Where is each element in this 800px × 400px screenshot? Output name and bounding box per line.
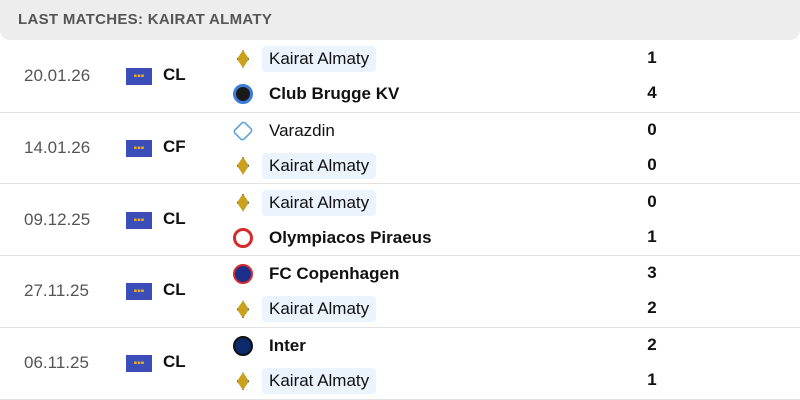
match-row[interactable]: 20.01.26 ▪▪▪ CL Kairat Almaty 1 Club Bru… — [0, 41, 800, 113]
club-brugge-logo-icon — [232, 83, 254, 105]
team-away[interactable]: Olympiacos Piraeus 1 — [232, 224, 732, 252]
match-date: 09.12.25 — [24, 209, 91, 229]
world-map-icon: ▪▪▪ — [126, 139, 152, 157]
team-name: Kairat Almaty — [262, 152, 377, 179]
match-date: 06.11.25 — [24, 353, 89, 373]
team-score: 1 — [647, 48, 657, 67]
team-score: 0 — [647, 191, 657, 211]
team-name: Kairat Almaty — [262, 46, 377, 72]
world-map-icon: ▪▪▪ — [126, 211, 152, 229]
varazdin-logo-icon — [232, 120, 254, 142]
olympiacos-logo-icon — [232, 227, 254, 249]
team-home[interactable]: Inter 2 — [232, 332, 732, 360]
inter-logo-icon — [232, 335, 254, 357]
team-score: 2 — [647, 335, 657, 355]
team-home[interactable]: FC Copenhagen 3 — [232, 260, 732, 288]
team-score: 1 — [647, 370, 657, 390]
team-name: Kairat Almaty — [262, 189, 377, 216]
competition-label: CL — [163, 280, 186, 300]
team-name: FC Copenhagen — [269, 264, 400, 284]
section-header: LAST MATCHES: KAIRAT ALMATY — [0, 0, 800, 40]
team-score: 3 — [647, 263, 657, 283]
match-date: 27.11.25 — [24, 281, 89, 301]
match-row[interactable]: 14.01.26 ▪▪▪ CF Varazdin 0 Kairat Almaty… — [0, 113, 800, 185]
team-name: Varazdin — [269, 120, 335, 140]
kairat-logo-icon — [232, 155, 254, 177]
kairat-logo-icon — [232, 298, 254, 320]
team-name: Kairat Almaty — [262, 296, 377, 323]
team-score: 4 — [647, 83, 657, 102]
team-home[interactable]: Varazdin 0 — [232, 117, 732, 145]
team-home[interactable]: Kairat Almaty 1 — [232, 45, 732, 73]
competition-label: CL — [163, 65, 186, 84]
kairat-logo-icon — [232, 48, 254, 70]
competition-label: CL — [163, 208, 186, 228]
team-away[interactable]: Kairat Almaty 2 — [232, 295, 732, 323]
team-score: 0 — [647, 119, 657, 139]
match-row[interactable]: 06.11.25 ▪▪▪ CL Inter 2 Kairat Almaty 1 — [0, 328, 800, 400]
team-name: Club Brugge KV — [269, 84, 400, 103]
team-score: 0 — [647, 154, 657, 174]
match-row[interactable]: 09.12.25 ▪▪▪ CL Kairat Almaty 0 Olympiac… — [0, 185, 800, 257]
competition-label: CF — [163, 136, 186, 156]
kairat-logo-icon — [232, 192, 254, 214]
team-name: Kairat Almaty — [262, 368, 377, 395]
team-name: Olympiacos Piraeus — [269, 227, 432, 247]
team-name: Inter — [269, 336, 306, 356]
match-date: 20.01.26 — [24, 66, 91, 85]
team-score: 1 — [647, 226, 657, 246]
world-map-icon: ▪▪▪ — [126, 355, 152, 373]
world-map-icon: ▪▪▪ — [126, 68, 152, 85]
team-away[interactable]: Club Brugge KV 4 — [232, 80, 732, 108]
competition-label: CL — [163, 352, 186, 372]
match-date: 14.01.26 — [24, 137, 91, 157]
fc-copenhagen-logo-icon — [232, 263, 254, 285]
match-row[interactable]: 27.11.25 ▪▪▪ CL FC Copenhagen 3 Kairat A… — [0, 256, 800, 328]
team-away[interactable]: Kairat Almaty 1 — [232, 367, 732, 395]
team-score: 2 — [647, 298, 657, 318]
team-away[interactable]: Kairat Almaty 0 — [232, 152, 732, 180]
team-home[interactable]: Kairat Almaty 0 — [232, 189, 732, 217]
world-map-icon: ▪▪▪ — [126, 283, 152, 301]
kairat-logo-icon — [232, 370, 254, 392]
